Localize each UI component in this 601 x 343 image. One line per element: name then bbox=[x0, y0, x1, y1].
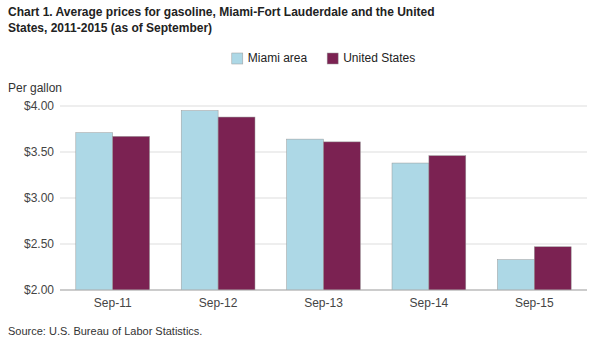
y-tick-label: $2.50 bbox=[24, 237, 54, 251]
bar bbox=[429, 156, 466, 290]
grid-line bbox=[60, 106, 587, 107]
bar bbox=[497, 260, 534, 290]
grid-line bbox=[60, 290, 587, 291]
legend-swatch bbox=[232, 53, 243, 64]
bar bbox=[181, 111, 218, 290]
legend-swatch bbox=[327, 53, 338, 64]
bar bbox=[287, 139, 324, 290]
y-tick-label: $2.00 bbox=[24, 283, 54, 297]
legend: Miami area United States bbox=[232, 51, 415, 65]
bar bbox=[324, 142, 361, 290]
bar bbox=[113, 136, 150, 290]
bar bbox=[392, 163, 429, 290]
legend-item: Miami area bbox=[232, 51, 308, 65]
y-tick-label: $4.00 bbox=[24, 99, 54, 113]
y-tick-label: $3.00 bbox=[24, 191, 54, 205]
x-axis: Sep-11 Sep-12 Sep-13 Sep-14 Sep-15 bbox=[60, 290, 587, 310]
chart: Chart 1. Average prices for gasoline, Mi… bbox=[0, 0, 601, 343]
x-tick-label: Sep-15 bbox=[515, 296, 554, 310]
bar bbox=[76, 133, 113, 290]
subtitle: States, 2011-2015 (as of September) bbox=[8, 21, 212, 35]
x-tick-label: Sep-14 bbox=[410, 296, 449, 310]
bar bbox=[218, 117, 255, 290]
title: Chart 1. Average prices for gasoline, Mi… bbox=[8, 5, 435, 19]
x-axis-line bbox=[60, 290, 587, 291]
legend-item: United States bbox=[327, 51, 415, 65]
source: Source: U.S. Bureau of Labor Statistics. bbox=[8, 325, 202, 337]
bar bbox=[534, 247, 571, 290]
y-axis-label: Per gallon bbox=[8, 81, 62, 95]
x-tick-label: Sep-12 bbox=[199, 296, 238, 310]
chart-container: Chart 1. Average prices for gasoline, Mi… bbox=[0, 0, 601, 343]
x-tick-label: Sep-11 bbox=[94, 296, 132, 310]
legend-label: United States bbox=[343, 51, 415, 65]
x-tick-label: Sep-13 bbox=[304, 296, 343, 310]
legend-label: Miami area bbox=[248, 51, 308, 65]
y-tick-label: $3.50 bbox=[24, 145, 54, 159]
bars bbox=[76, 111, 571, 290]
